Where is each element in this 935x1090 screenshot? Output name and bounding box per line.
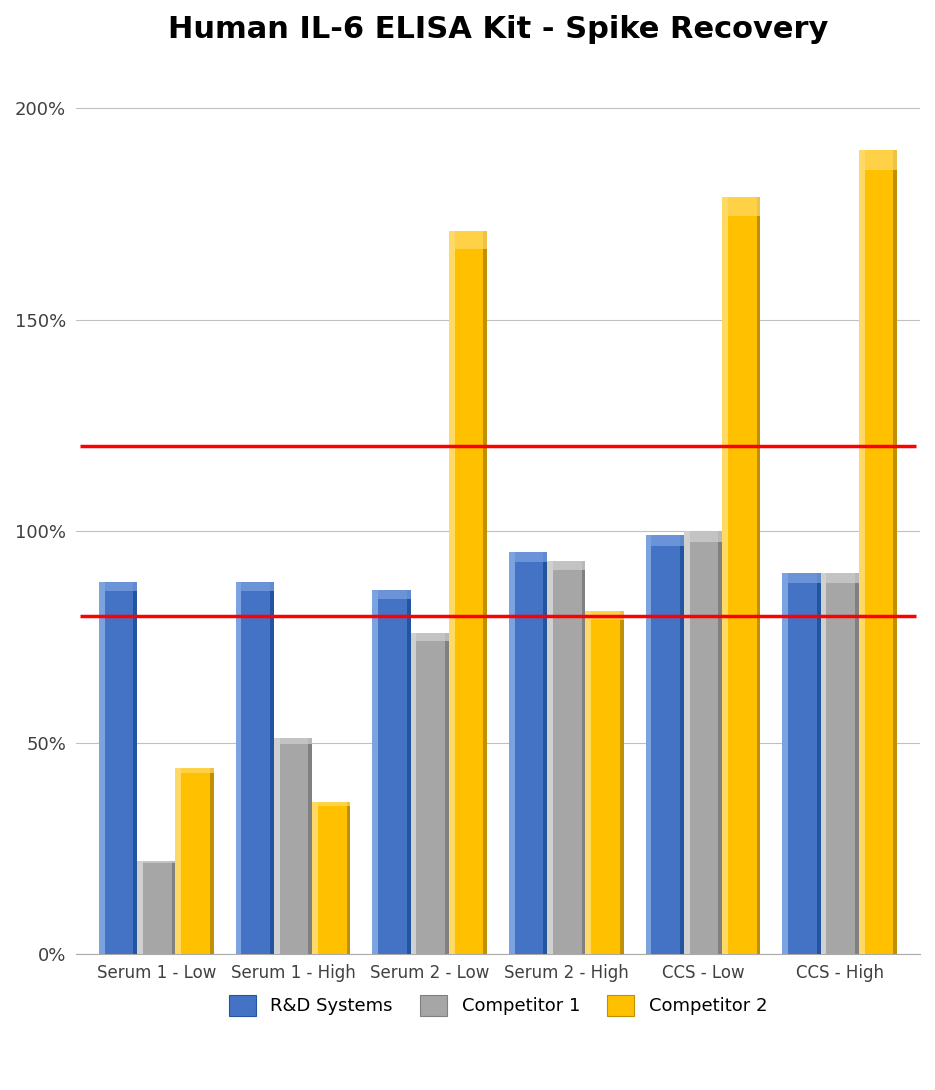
Bar [585, 611, 591, 954]
Bar [722, 197, 760, 216]
Bar [783, 573, 788, 954]
Bar [821, 573, 858, 583]
Bar [176, 767, 214, 954]
Bar [236, 582, 274, 954]
Bar [722, 197, 727, 954]
Bar [547, 560, 585, 954]
Bar [893, 150, 897, 954]
Bar [509, 553, 514, 954]
Bar [543, 553, 547, 954]
Bar [209, 767, 214, 954]
Bar [176, 767, 181, 954]
Bar [410, 632, 449, 641]
Bar [449, 231, 487, 954]
Bar [680, 535, 683, 954]
Bar [858, 150, 897, 954]
Bar [372, 591, 410, 954]
Bar [410, 632, 449, 954]
Bar [236, 582, 274, 591]
Bar [821, 573, 827, 954]
Bar [274, 738, 280, 954]
Bar [449, 231, 454, 954]
Bar [274, 738, 312, 954]
Bar [645, 535, 683, 546]
Bar [783, 573, 821, 583]
Bar [855, 573, 858, 954]
Bar [137, 861, 176, 954]
Bar [683, 531, 722, 954]
Legend: R&D Systems, Competitor 1, Competitor 2: R&D Systems, Competitor 1, Competitor 2 [220, 986, 776, 1025]
Bar [645, 535, 683, 954]
Bar [449, 231, 487, 249]
Bar [176, 767, 214, 773]
Bar [783, 573, 821, 954]
Bar [312, 802, 318, 954]
Bar [756, 197, 760, 954]
Bar [99, 582, 105, 954]
Bar [645, 535, 652, 954]
Bar [821, 573, 858, 954]
Bar [137, 861, 176, 863]
Bar [309, 738, 312, 954]
Bar [683, 531, 722, 542]
Bar [816, 573, 821, 954]
Bar [483, 231, 487, 954]
Bar [270, 582, 274, 954]
Bar [547, 560, 553, 954]
Bar [236, 582, 241, 954]
Bar [407, 591, 410, 954]
Bar [858, 150, 865, 954]
Bar [547, 560, 585, 570]
Bar [134, 582, 137, 954]
Bar [172, 861, 176, 954]
Bar [312, 802, 351, 954]
Bar [312, 802, 351, 806]
Bar [509, 553, 547, 562]
Bar [99, 582, 137, 591]
Bar [137, 861, 143, 954]
Bar [347, 802, 351, 954]
Bar [274, 738, 312, 743]
Bar [718, 531, 722, 954]
Bar [410, 632, 416, 954]
Bar [683, 531, 690, 954]
Bar [582, 560, 585, 954]
Bar [585, 611, 624, 620]
Bar [722, 197, 760, 954]
Title: Human IL-6 ELISA Kit - Spike Recovery: Human IL-6 ELISA Kit - Spike Recovery [167, 15, 828, 44]
Bar [585, 611, 624, 954]
Bar [445, 632, 449, 954]
Bar [372, 591, 410, 600]
Bar [858, 150, 897, 170]
Bar [372, 591, 378, 954]
Bar [509, 553, 547, 954]
Bar [99, 582, 137, 954]
Bar [620, 611, 624, 954]
